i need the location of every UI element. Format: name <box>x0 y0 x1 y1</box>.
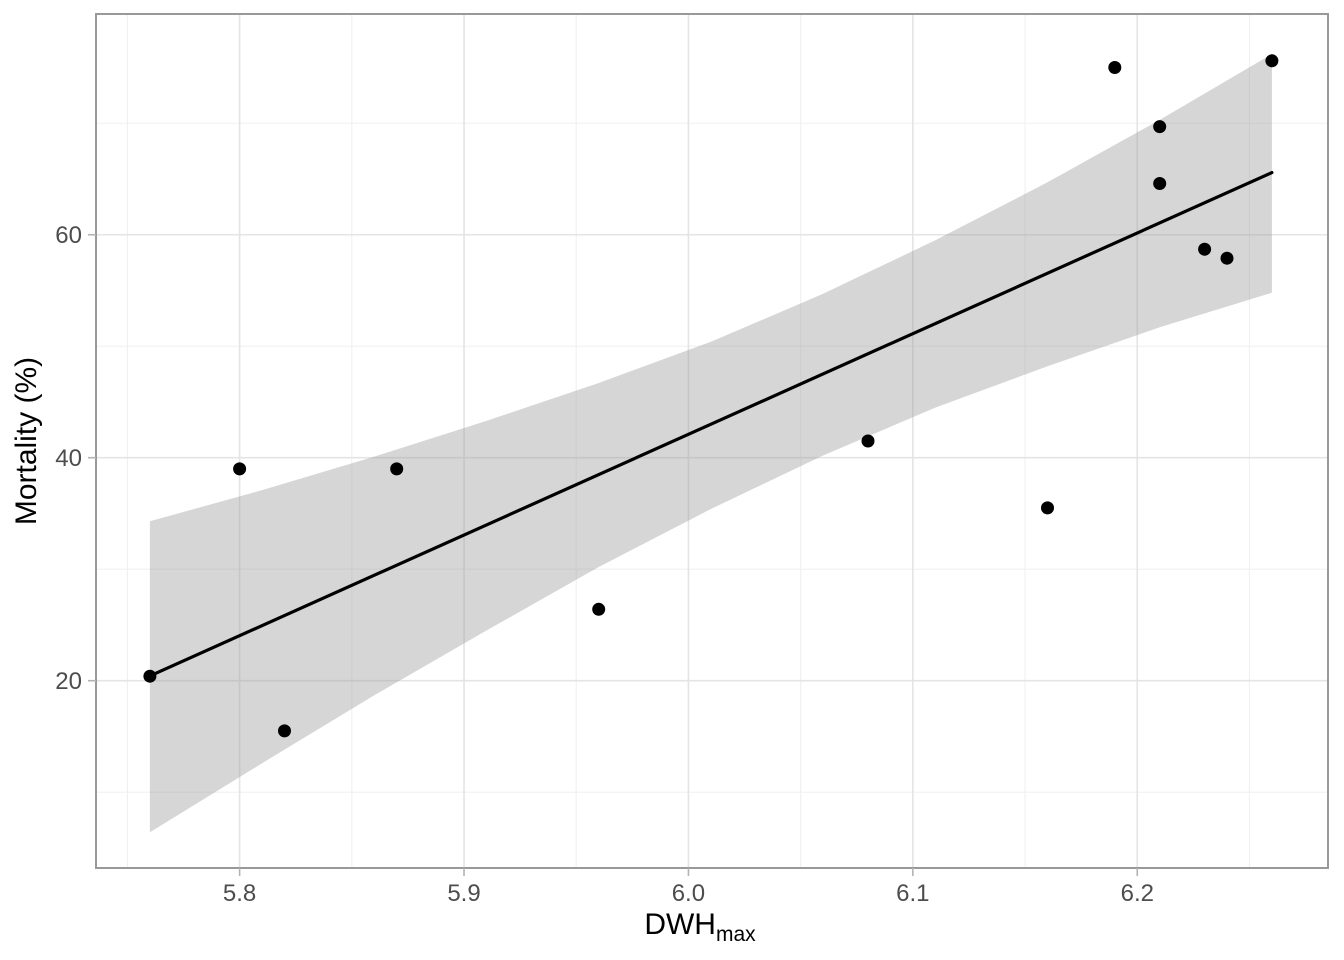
data-point <box>861 434 875 448</box>
data-point <box>592 602 606 616</box>
gridlines-major <box>96 14 1328 868</box>
x-axis-title: DWHmax <box>644 908 756 946</box>
gridlines-minor <box>96 14 1328 868</box>
x-tick-label: 5.9 <box>447 880 480 907</box>
y-axis-tick-marks <box>88 233 96 682</box>
data-points <box>143 54 1279 738</box>
data-point <box>233 462 247 476</box>
y-tick-label: 40 <box>55 445 82 472</box>
x-axis-tick-labels: 5.8 5.9 6.0 6.1 6.2 <box>223 880 1154 907</box>
y-axis-tick-labels: 20 40 60 <box>55 222 82 695</box>
data-point <box>1220 251 1234 265</box>
y-tick-label: 20 <box>55 668 82 695</box>
regression-line <box>148 171 1274 678</box>
data-point <box>278 724 291 738</box>
data-point <box>1198 242 1212 256</box>
x-tick-label: 6.0 <box>672 880 705 907</box>
data-point <box>1265 54 1279 68</box>
confidence-band <box>149 54 1272 833</box>
x-axis-tick-marks <box>238 868 1139 876</box>
data-point <box>1153 177 1167 190</box>
panel-background <box>96 14 1328 868</box>
data-point <box>1108 61 1122 74</box>
x-tick-label: 5.8 <box>223 880 256 907</box>
panel-border <box>95 13 1329 869</box>
x-axis-title-subscript: max <box>716 923 756 946</box>
x-tick-label: 6.1 <box>896 880 929 907</box>
y-tick-label: 60 <box>55 222 82 249</box>
data-point <box>143 669 157 683</box>
data-point <box>390 462 404 476</box>
x-tick-label: 6.2 <box>1121 880 1154 907</box>
data-point <box>1153 120 1167 134</box>
y-axis-title: Mortality (%) <box>10 357 43 525</box>
data-point <box>1041 501 1054 515</box>
x-axis-title-main: DWH <box>644 908 716 941</box>
